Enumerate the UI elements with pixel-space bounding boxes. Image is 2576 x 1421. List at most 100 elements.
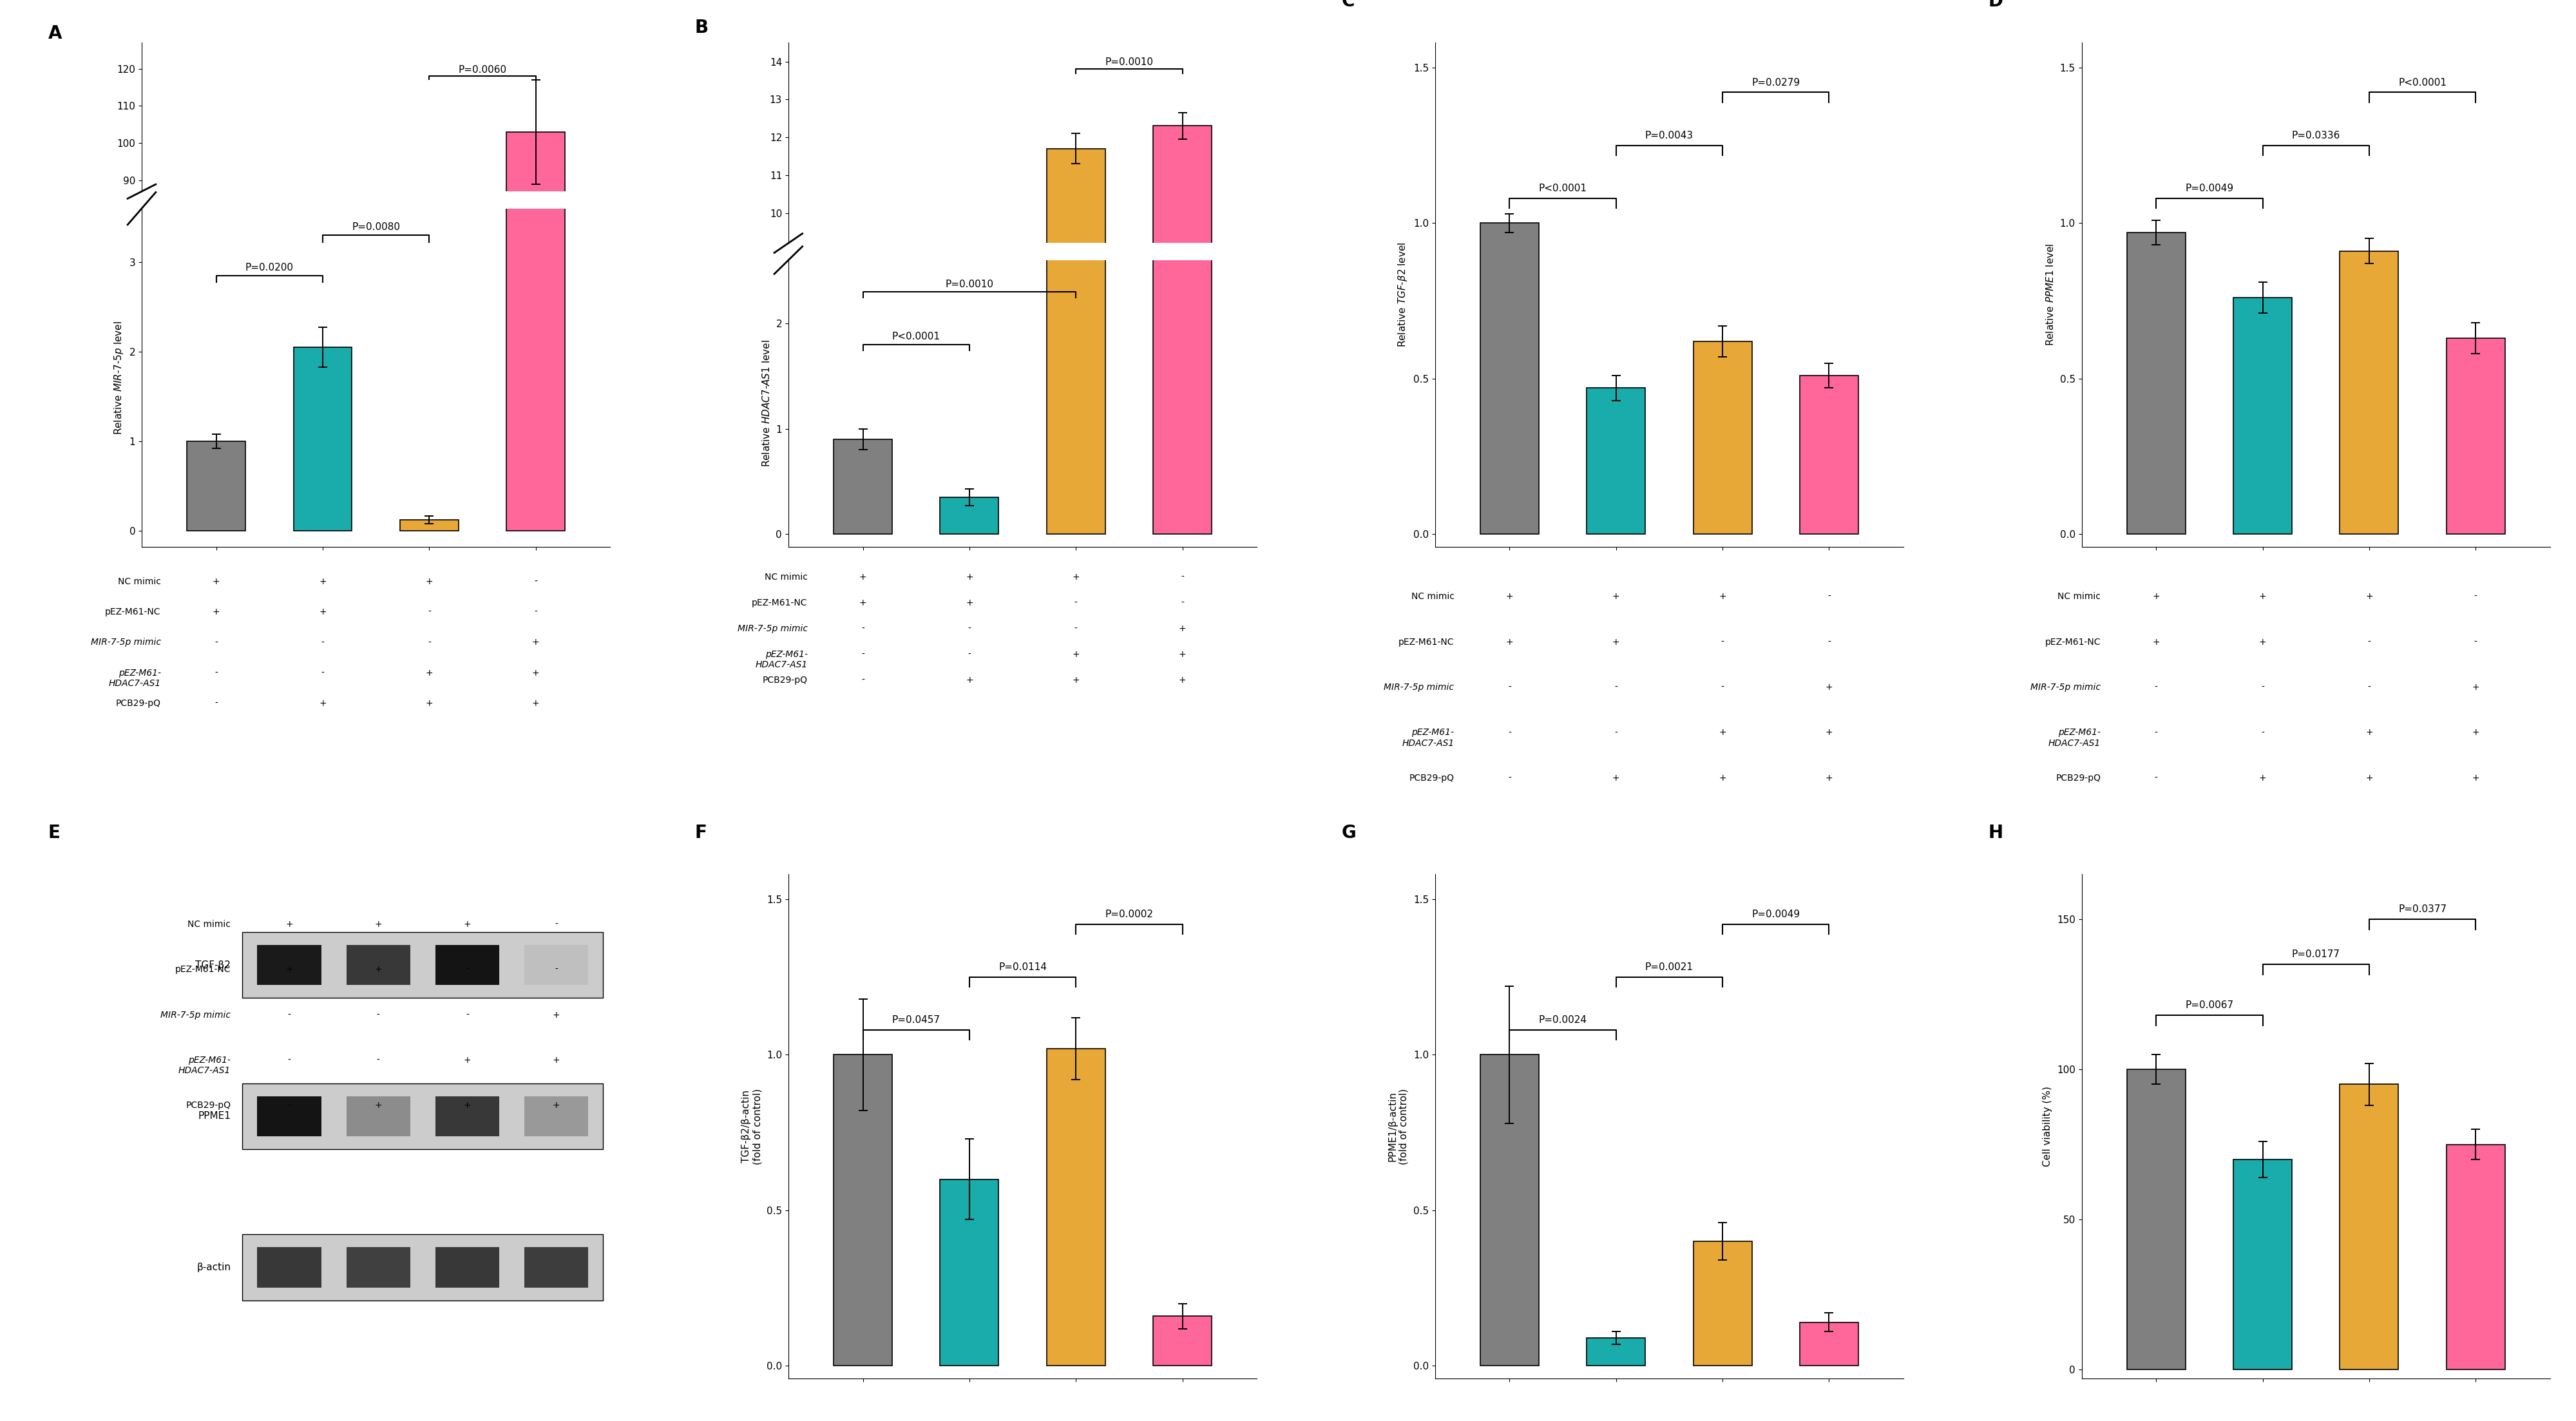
Text: MIR-7-5p mimic: MIR-7-5p mimic — [2030, 682, 2102, 692]
Text: +: + — [211, 577, 219, 585]
Bar — [2447, 338, 2504, 534]
Bar — [258, 1248, 322, 1287]
Text: pEZ-M61-
HDAC7-AS1: pEZ-M61- HDAC7-AS1 — [2048, 728, 2102, 747]
Text: -: - — [1721, 638, 1723, 647]
Bar — [294, 347, 353, 530]
Text: +: + — [2473, 773, 2481, 783]
Text: P=0.0177: P=0.0177 — [2293, 949, 2339, 959]
Text: +: + — [1180, 624, 1185, 632]
Text: NC mimic: NC mimic — [188, 919, 232, 929]
Y-axis label: Relative $\mathit{PPME1}$ level: Relative $\mathit{PPME1}$ level — [2045, 243, 2056, 347]
Text: -: - — [2473, 593, 2478, 601]
Text: +: + — [1180, 675, 1185, 685]
Text: -: - — [1180, 573, 1185, 581]
Text: +: + — [1072, 573, 1079, 581]
Text: -: - — [289, 1056, 291, 1064]
FancyBboxPatch shape — [242, 1083, 603, 1150]
Text: PCB29-pQ: PCB29-pQ — [2056, 773, 2102, 783]
Text: A: A — [49, 24, 62, 43]
Text: MIR-7-5p mimic: MIR-7-5p mimic — [90, 638, 160, 647]
Text: +: + — [1718, 728, 1726, 737]
Text: -: - — [533, 577, 538, 585]
Text: +: + — [286, 965, 294, 973]
Text: NC mimic: NC mimic — [765, 573, 806, 581]
Text: D: D — [1989, 0, 2002, 10]
Text: -: - — [860, 649, 866, 659]
Text: +: + — [286, 919, 294, 929]
Bar — [2447, 1144, 2504, 1370]
Text: -: - — [2367, 682, 2370, 692]
Bar — [2233, 1160, 2293, 1370]
Text: +: + — [1507, 593, 1512, 601]
Bar — [526, 1096, 587, 1137]
Text: -: - — [1180, 598, 1185, 607]
Text: +: + — [425, 699, 433, 708]
Text: pEZ-M61-NC: pEZ-M61-NC — [752, 598, 806, 607]
Bar — [345, 945, 410, 985]
Text: pEZ-M61-NC: pEZ-M61-NC — [106, 608, 160, 617]
Y-axis label: PPME1/β-actin
(fold of control): PPME1/β-actin (fold of control) — [1388, 1088, 1409, 1164]
Text: G: G — [1342, 824, 1355, 843]
Bar — [1046, 1049, 1105, 1366]
Text: P=0.0010: P=0.0010 — [1105, 57, 1154, 67]
Text: -: - — [1721, 682, 1723, 692]
Bar — [188, 512, 245, 514]
Text: P=0.0002: P=0.0002 — [1105, 909, 1154, 919]
Text: +: + — [2154, 593, 2159, 601]
Text: -: - — [1615, 682, 1618, 692]
Bar — [399, 520, 459, 530]
Text: -: - — [466, 965, 469, 973]
Bar — [2128, 1070, 2184, 1370]
Text: +: + — [319, 608, 327, 617]
Text: -: - — [2154, 682, 2159, 692]
Text: +: + — [1826, 682, 1832, 692]
Text: -: - — [969, 649, 971, 659]
Text: +: + — [1613, 638, 1620, 647]
Text: +: + — [464, 1101, 471, 1110]
Y-axis label: Relative $\mathit{TGF}$-$\mathit{\beta2}$ level: Relative $\mathit{TGF}$-$\mathit{\beta2}… — [1396, 242, 1409, 347]
Text: P=0.0043: P=0.0043 — [1646, 131, 1692, 141]
Text: pEZ-M61-NC: pEZ-M61-NC — [2045, 638, 2102, 647]
Text: +: + — [2365, 728, 2372, 737]
Bar — [1481, 223, 1538, 534]
Bar — [2339, 252, 2398, 534]
Text: +: + — [1826, 773, 1832, 783]
Text: +: + — [554, 1101, 559, 1110]
Text: +: + — [554, 1056, 559, 1064]
Text: pEZ-M61-
HDAC7-AS1: pEZ-M61- HDAC7-AS1 — [1401, 728, 1455, 747]
Text: +: + — [464, 1056, 471, 1064]
Text: P=0.0457: P=0.0457 — [891, 1015, 940, 1025]
Text: P=0.0010: P=0.0010 — [945, 280, 994, 288]
Text: +: + — [374, 919, 381, 929]
Bar — [2233, 298, 2293, 534]
Bar — [526, 945, 587, 985]
Text: +: + — [2154, 638, 2159, 647]
Bar — [940, 1179, 999, 1366]
Text: +: + — [2365, 593, 2372, 601]
Bar — [940, 578, 999, 591]
Text: P<0.0001: P<0.0001 — [1538, 183, 1587, 193]
Bar — [1692, 1242, 1752, 1366]
Bar — [1587, 1339, 1646, 1366]
Text: pEZ-M61-
HDAC7-AS1: pEZ-M61- HDAC7-AS1 — [755, 649, 806, 669]
Bar — [1692, 341, 1752, 534]
Text: +: + — [1507, 638, 1512, 647]
Text: NC mimic: NC mimic — [1412, 593, 1455, 601]
Text: H: H — [1989, 824, 2002, 843]
Text: pEZ-M61-
HDAC7-AS1: pEZ-M61- HDAC7-AS1 — [178, 1056, 232, 1076]
Text: +: + — [374, 965, 381, 973]
Text: P=0.0049: P=0.0049 — [1752, 909, 1801, 919]
Text: +: + — [425, 668, 433, 678]
Text: P<0.0001: P<0.0001 — [2398, 78, 2447, 87]
Text: +: + — [464, 919, 471, 929]
Text: P=0.0080: P=0.0080 — [353, 222, 399, 232]
Text: pEZ-M61-NC: pEZ-M61-NC — [1399, 638, 1455, 647]
Text: +: + — [533, 668, 538, 678]
Bar — [345, 1248, 410, 1287]
Text: +: + — [2259, 773, 2267, 783]
Text: -: - — [2154, 773, 2159, 783]
Text: +: + — [2365, 773, 2372, 783]
Text: P=0.0114: P=0.0114 — [999, 962, 1046, 972]
Text: TGF-β2: TGF-β2 — [196, 961, 232, 971]
Text: -: - — [1507, 728, 1512, 737]
